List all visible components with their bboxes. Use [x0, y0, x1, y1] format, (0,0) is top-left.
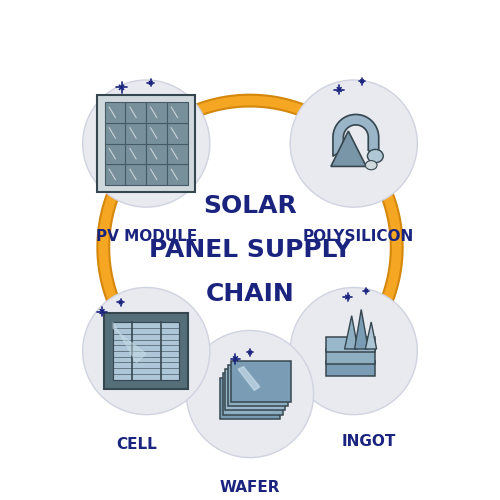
- FancyBboxPatch shape: [104, 122, 126, 144]
- FancyBboxPatch shape: [146, 102, 167, 123]
- FancyBboxPatch shape: [228, 365, 288, 406]
- FancyBboxPatch shape: [146, 122, 167, 144]
- Polygon shape: [354, 310, 368, 349]
- Polygon shape: [113, 322, 146, 362]
- Text: SOLAR: SOLAR: [203, 194, 297, 218]
- FancyBboxPatch shape: [166, 144, 188, 165]
- Polygon shape: [355, 320, 384, 350]
- Polygon shape: [238, 366, 260, 390]
- Text: POLYSILICON: POLYSILICON: [303, 229, 414, 244]
- FancyBboxPatch shape: [226, 370, 286, 410]
- FancyBboxPatch shape: [113, 322, 180, 380]
- FancyBboxPatch shape: [166, 164, 188, 185]
- FancyBboxPatch shape: [126, 122, 146, 144]
- Polygon shape: [333, 114, 378, 156]
- FancyBboxPatch shape: [104, 102, 126, 123]
- FancyBboxPatch shape: [126, 164, 146, 185]
- Polygon shape: [116, 144, 145, 174]
- Text: INGOT: INGOT: [341, 434, 396, 449]
- FancyBboxPatch shape: [104, 314, 188, 388]
- FancyBboxPatch shape: [166, 102, 188, 123]
- FancyBboxPatch shape: [220, 378, 280, 419]
- Circle shape: [290, 80, 418, 207]
- FancyBboxPatch shape: [326, 349, 375, 364]
- Circle shape: [82, 80, 210, 207]
- Polygon shape: [249, 378, 276, 408]
- Polygon shape: [146, 350, 175, 380]
- FancyBboxPatch shape: [146, 144, 167, 165]
- Ellipse shape: [368, 150, 384, 162]
- Text: CHAIN: CHAIN: [206, 282, 294, 306]
- Text: PV MODULE: PV MODULE: [96, 229, 197, 244]
- FancyBboxPatch shape: [146, 164, 167, 185]
- FancyBboxPatch shape: [222, 374, 282, 414]
- FancyBboxPatch shape: [231, 361, 291, 402]
- FancyBboxPatch shape: [166, 122, 188, 144]
- FancyBboxPatch shape: [126, 102, 146, 123]
- Text: CELL: CELL: [116, 436, 157, 452]
- Ellipse shape: [366, 160, 377, 170]
- Polygon shape: [366, 322, 376, 349]
- Text: WAFER: WAFER: [220, 480, 280, 494]
- FancyBboxPatch shape: [126, 144, 146, 165]
- Polygon shape: [319, 110, 349, 138]
- Circle shape: [290, 288, 418, 414]
- Circle shape: [82, 288, 210, 414]
- FancyBboxPatch shape: [104, 164, 126, 185]
- Polygon shape: [344, 316, 358, 349]
- FancyBboxPatch shape: [98, 94, 195, 192]
- FancyBboxPatch shape: [326, 337, 375, 352]
- Polygon shape: [331, 131, 366, 166]
- FancyBboxPatch shape: [326, 361, 375, 376]
- FancyBboxPatch shape: [104, 144, 126, 165]
- Circle shape: [186, 330, 314, 458]
- Text: PANEL SUPPLY: PANEL SUPPLY: [148, 238, 352, 262]
